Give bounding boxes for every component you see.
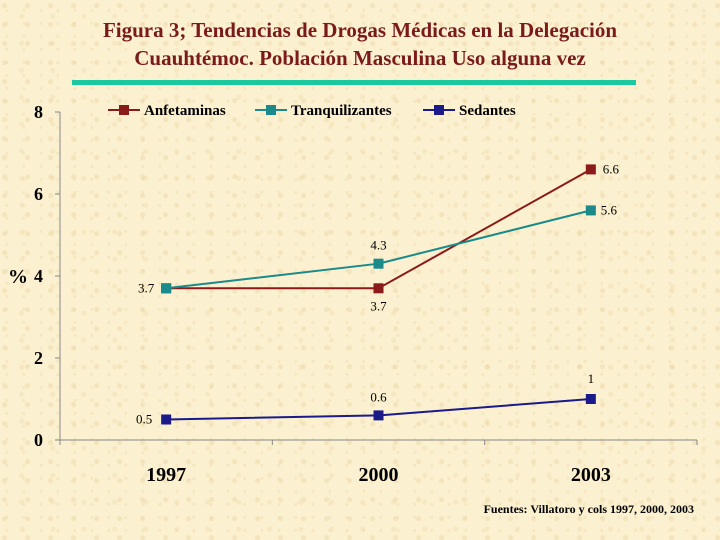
x-tick-label: 1997 (146, 464, 186, 486)
data-point-marker (585, 164, 596, 175)
series-line-anfetaminas (166, 168, 592, 290)
data-point-marker (373, 283, 384, 294)
legend-label: Anfetaminas (144, 103, 226, 119)
y-tick-label: 4 (34, 266, 43, 286)
y-axis-label: % (8, 266, 28, 288)
x-tick-label: 2003 (571, 464, 611, 486)
legend-marker (434, 105, 444, 115)
data-point-marker (161, 283, 172, 294)
y-tick-label: 2 (34, 348, 43, 368)
data-point-marker (373, 258, 384, 269)
data-label: 3.7 (138, 280, 155, 295)
legend-label: Tranquilizantes (291, 103, 392, 119)
source-note: Fuentes: Villatoro y cols 1997, 2000, 20… (483, 502, 694, 516)
data-label: 5.6 (601, 202, 618, 217)
y-tick-label: 6 (34, 184, 43, 204)
x-tick-label: 2000 (359, 464, 399, 486)
data-point-marker (585, 394, 596, 404)
data-point-marker (161, 414, 172, 425)
data-label: 3.7 (370, 298, 387, 313)
title-underline (72, 80, 636, 85)
data-point-marker (585, 205, 596, 216)
data-label: 0.5 (136, 412, 152, 427)
legend-marker (119, 105, 129, 115)
legend-label: Sedantes (459, 103, 516, 119)
y-tick-label: 8 (34, 102, 43, 122)
y-tick-label: 0 (34, 430, 43, 450)
data-point-marker (373, 410, 384, 421)
chart-title-line-2: Cuauhtémoc. Población Masculina Uso algu… (134, 46, 586, 70)
data-label: 1 (588, 371, 595, 386)
data-label: 0.6 (370, 389, 387, 404)
chart-title: Figura 3; Tendencias de Drogas Médicas e… (0, 16, 720, 72)
legend-marker (266, 105, 276, 115)
data-label: 4.3 (370, 238, 386, 253)
data-label: 6.6 (603, 161, 620, 176)
chart-title-line-1: Figura 3; Tendencias de Drogas Médicas e… (102, 18, 618, 42)
